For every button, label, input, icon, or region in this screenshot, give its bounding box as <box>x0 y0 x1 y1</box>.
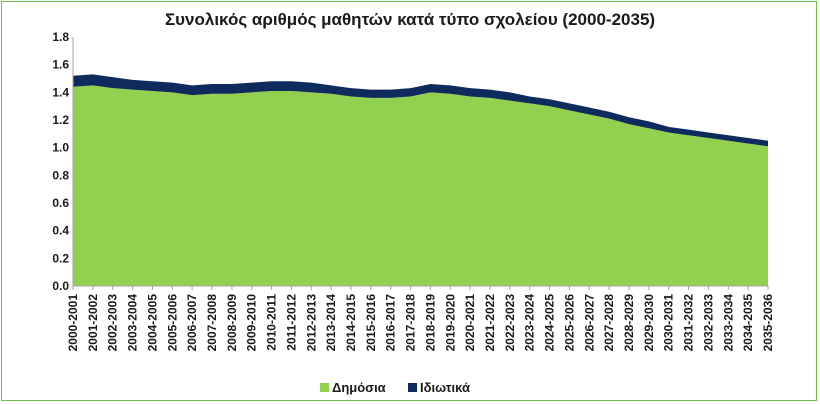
legend: Δημόσια Ιδιωτικά <box>320 380 470 395</box>
x-tick-label: 2024-2025 <box>543 294 557 352</box>
x-tick-label: 2035-2036 <box>761 294 775 352</box>
y-tick-label: 1.6 <box>52 58 69 72</box>
x-tick-label: 2015-2016 <box>364 294 378 352</box>
x-tick-label: 2017-2018 <box>404 294 418 352</box>
legend-swatch-2 <box>408 383 417 392</box>
x-tick-label: 2006-2007 <box>185 294 199 352</box>
chart-axes <box>72 37 768 287</box>
x-tick-label: 2009-2010 <box>245 294 259 352</box>
x-tick-label: 2001-2002 <box>86 294 100 352</box>
area-series-2 <box>73 74 768 147</box>
x-tick-label: 2008-2009 <box>225 294 239 352</box>
x-tick-label: 2025-2026 <box>562 294 576 352</box>
x-tick-label: 2013-2014 <box>324 294 338 352</box>
x-tick-label: 2021-2022 <box>483 294 497 352</box>
x-tick-label: 2023-2024 <box>523 294 537 352</box>
x-tick-label: 2029-2030 <box>642 294 656 352</box>
x-tick-label: 2026-2027 <box>582 294 596 352</box>
x-tick-label: 2022-2023 <box>503 294 517 352</box>
y-axis-ticks: 0.0 0.2 0.4 0.6 0.8 1.0 1.2 1.4 1.6 1.8 <box>52 30 69 293</box>
x-tick-label: 2005-2006 <box>165 294 179 352</box>
x-tick-label: 2034-2035 <box>741 294 755 352</box>
legend-swatch-1 <box>320 383 329 392</box>
x-tick-label: 2002-2003 <box>106 294 120 352</box>
y-tick-label: 0.6 <box>52 196 69 210</box>
y-tick-label: 1.0 <box>52 141 69 155</box>
x-tick-label: 2027-2028 <box>602 294 616 352</box>
x-tick-label: 2018-2019 <box>423 294 437 352</box>
x-tick-label: 2000-2001 <box>66 294 80 352</box>
area-series-1 <box>73 85 768 286</box>
x-axis-ticks: 2000-2001 2001-2002 2002-2003 2003-2004 2004… <box>66 286 775 351</box>
y-tick-label: 1.2 <box>52 113 69 127</box>
x-tick-label: 2004-2005 <box>145 294 159 352</box>
x-tick-label: 2032-2033 <box>701 294 715 352</box>
chart-title: Συνολικός αριθμός μαθητών κατά τύπο σχολ… <box>164 10 656 29</box>
y-tick-label: 0.2 <box>52 251 69 265</box>
x-tick-label: 2019-2020 <box>443 294 457 352</box>
x-tick-label: 2028-2029 <box>622 294 636 352</box>
x-tick-label: 2003-2004 <box>126 294 140 352</box>
y-tick-label: 0.0 <box>52 279 69 293</box>
x-tick-label: 2011-2012 <box>284 294 298 351</box>
x-tick-label: 2012-2013 <box>304 294 318 352</box>
x-tick-label: 2010-2011 <box>265 294 279 351</box>
legend-label-2: Ιδιωτικά <box>420 380 470 395</box>
x-tick-label: 2020-2021 <box>463 294 477 352</box>
legend-label-1: Δημόσια <box>332 380 386 395</box>
x-tick-label: 2031-2032 <box>682 294 696 352</box>
y-tick-label: 0.4 <box>52 224 69 238</box>
y-tick-label: 1.8 <box>52 30 69 44</box>
x-tick-label: 2033-2034 <box>721 294 735 352</box>
x-tick-label: 2014-2015 <box>344 294 358 352</box>
x-tick-label: 2030-2031 <box>662 294 676 352</box>
x-tick-label: 2016-2017 <box>384 294 398 352</box>
y-tick-label: 1.4 <box>52 85 69 99</box>
y-tick-label: 0.8 <box>52 168 69 182</box>
x-tick-label: 2007-2008 <box>205 294 219 352</box>
chart-areas <box>73 74 768 286</box>
